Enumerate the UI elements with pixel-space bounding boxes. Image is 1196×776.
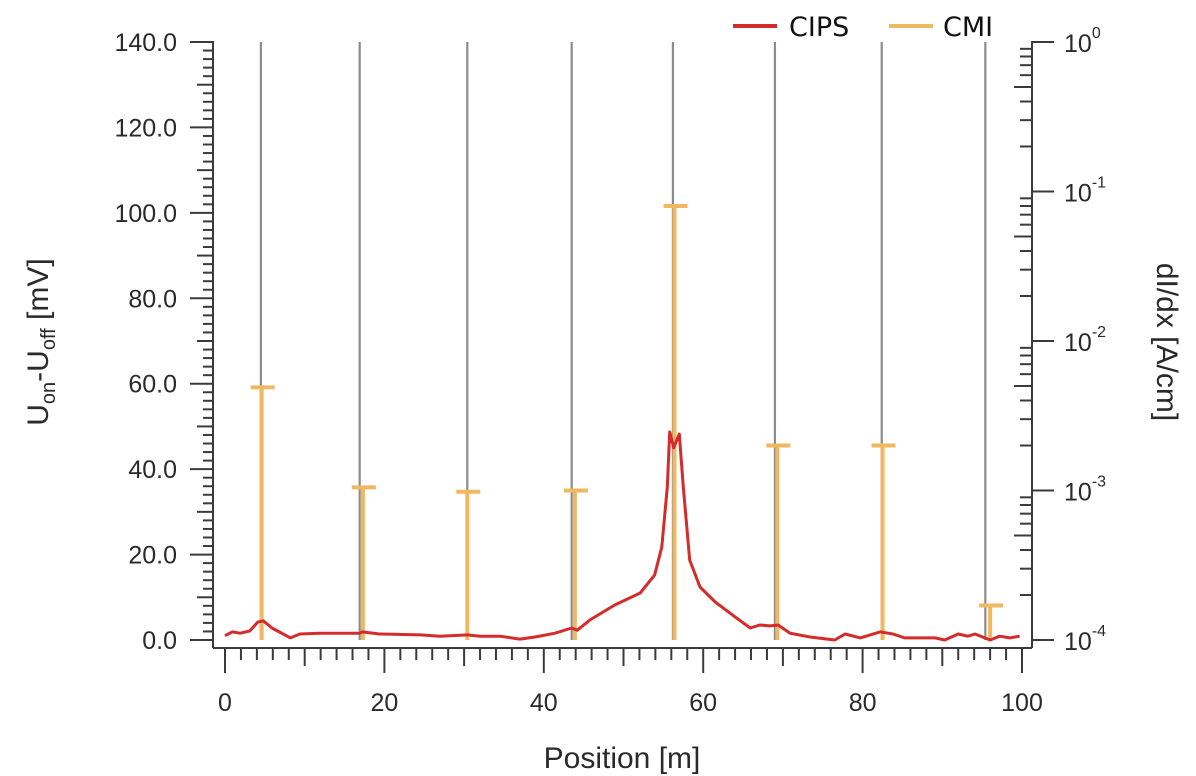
y-right-tick-label: 100 xyxy=(1064,25,1101,58)
y-left-title-sub-on: on xyxy=(38,382,60,404)
tick-base: 10 xyxy=(1064,479,1092,507)
y-left-tick-label: 100.0 xyxy=(114,200,177,228)
x-tick-labels: 0 20 40 60 80 100 xyxy=(218,689,1043,717)
tick-exponent: -3 xyxy=(1092,474,1106,491)
tick-exponent: -4 xyxy=(1092,623,1106,640)
tick-exponent: -1 xyxy=(1092,175,1106,192)
y-left-tick-label: 60.0 xyxy=(128,371,177,399)
cmi-series xyxy=(250,203,1004,640)
legend-label-cmi: CMI xyxy=(943,12,993,43)
tick-exponent: 0 xyxy=(1092,25,1101,42)
y-right-tick-label: 10-3 xyxy=(1064,474,1106,507)
tick-exponent: -2 xyxy=(1092,324,1106,341)
tick-base: 10 xyxy=(1064,329,1092,357)
y-right-tick-label: 10-1 xyxy=(1064,175,1106,208)
legend-label-cips: CIPS xyxy=(789,12,849,43)
y-left-title-u: U xyxy=(22,404,55,426)
y-left-tick-labels: 0.0 20.0 40.0 60.0 80.0 100.0 120.0 140.0 xyxy=(114,29,177,655)
x-tick-label: 40 xyxy=(530,689,558,717)
x-tick-label: 100 xyxy=(1001,689,1043,717)
axes xyxy=(190,41,1054,673)
tick-base: 10 xyxy=(1064,180,1092,208)
reference-lines xyxy=(259,42,987,640)
y-left-axis-title: Uon-Uoff [mV] xyxy=(22,258,60,425)
y-left-tick-label: 0.0 xyxy=(142,627,177,655)
y-right-tick-label: 10-4 xyxy=(1064,623,1106,656)
tick-base: 10 xyxy=(1064,30,1092,58)
y-right-axis-title: dI/dx [A/cm] xyxy=(1150,263,1183,421)
y-left-tick-label: 40.0 xyxy=(128,456,177,484)
y-left-tick-label: 20.0 xyxy=(128,542,177,570)
y-left-tick-label: 140.0 xyxy=(114,29,177,57)
legend: CIPS CMI xyxy=(733,12,993,43)
x-axis-title: Position [m] xyxy=(544,742,701,775)
x-tick-label: 60 xyxy=(689,689,717,717)
x-tick-label: 80 xyxy=(849,689,877,717)
x-tick-label: 0 xyxy=(218,689,232,717)
y-left-tick-label: 80.0 xyxy=(128,285,177,313)
y-right-tick-label: 10-2 xyxy=(1064,324,1106,357)
y-left-title-unit: [mV] xyxy=(22,258,55,328)
cips-series-line xyxy=(224,430,1020,642)
y-left-title-sub-off: off xyxy=(38,328,60,350)
y-left-title-dash-u: -U xyxy=(22,350,55,382)
x-tick-label: 20 xyxy=(370,689,398,717)
tick-base: 10 xyxy=(1064,628,1092,656)
y-left-tick-label: 120.0 xyxy=(114,114,177,142)
